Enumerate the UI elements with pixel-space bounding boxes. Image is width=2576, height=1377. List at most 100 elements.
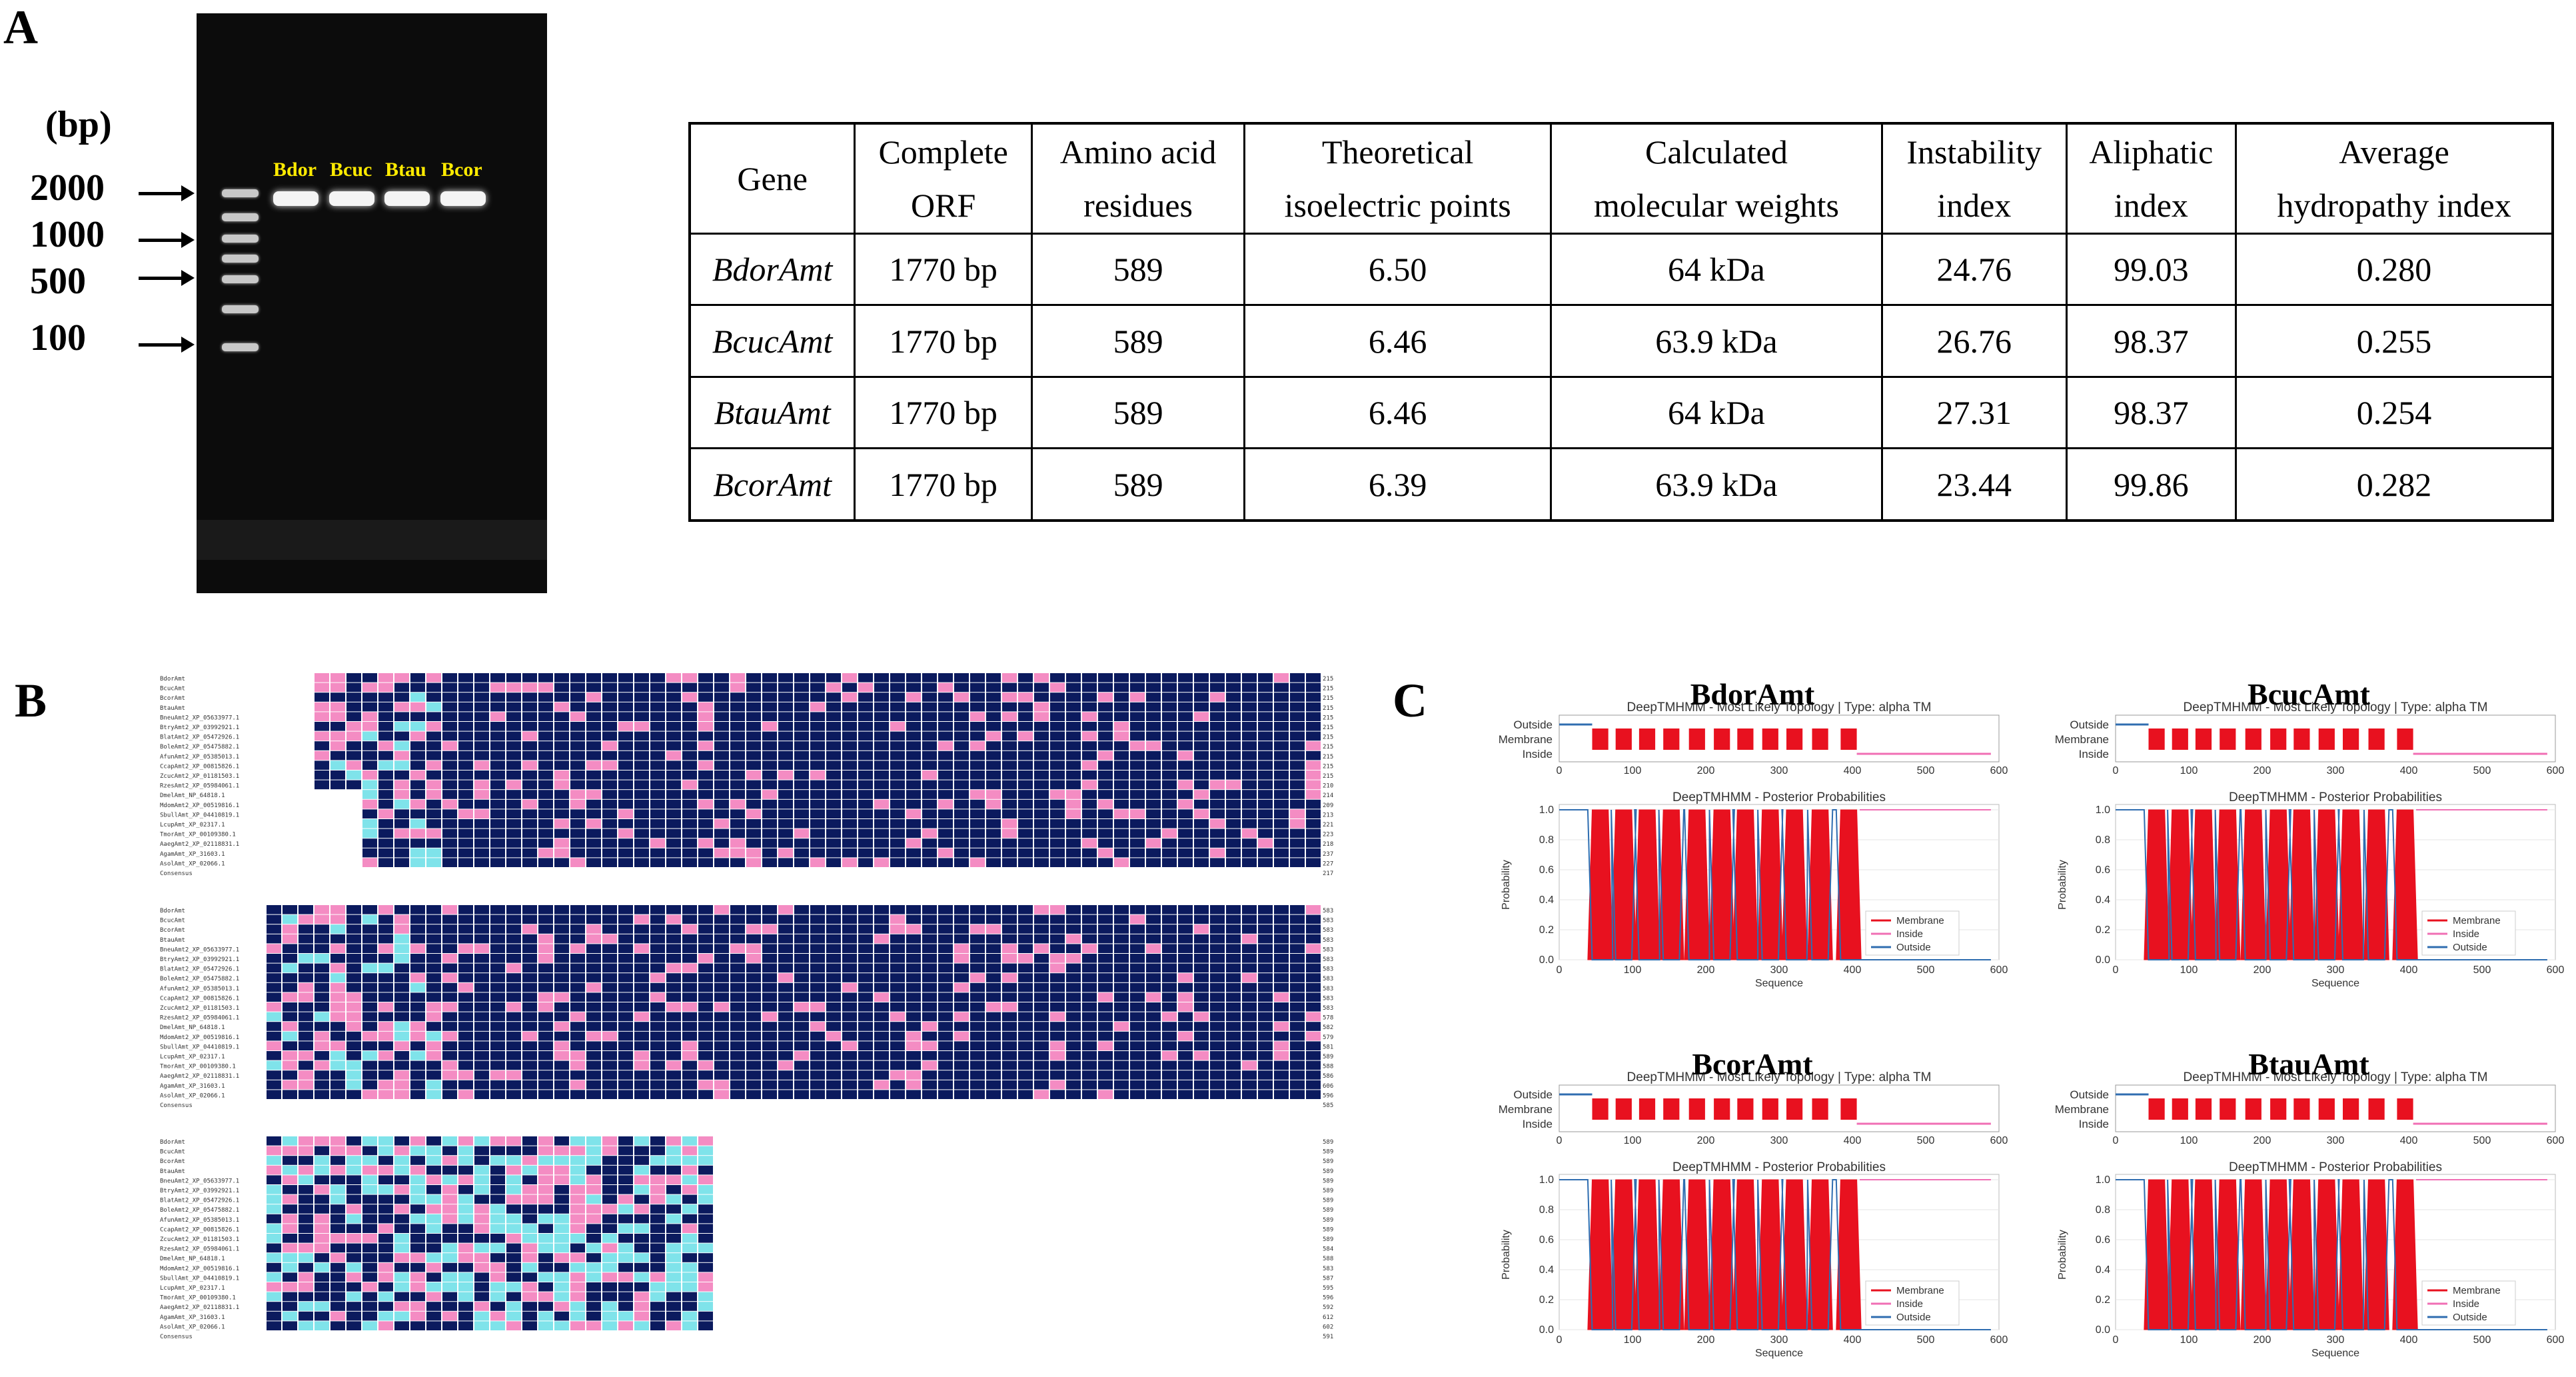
alignment-cell bbox=[970, 858, 985, 867]
alignment-cell bbox=[362, 692, 377, 702]
alignment-cell bbox=[330, 683, 345, 692]
alignment-cell bbox=[1034, 924, 1049, 934]
alignment-cell bbox=[506, 828, 521, 838]
alignment-cell bbox=[474, 1243, 489, 1253]
alignment-cell bbox=[1210, 799, 1225, 809]
alignment-cell bbox=[1002, 828, 1017, 838]
x-tick-label: 300 bbox=[1770, 765, 1788, 776]
alignment-cell bbox=[1210, 1041, 1225, 1050]
alignment-cell bbox=[315, 954, 329, 963]
alignment-cell bbox=[602, 1070, 617, 1080]
alignment-cell bbox=[650, 944, 665, 953]
alignment-cell bbox=[1226, 770, 1241, 780]
alignment-cell bbox=[682, 1292, 697, 1302]
alignment-cell bbox=[442, 992, 457, 1002]
alignment-cell bbox=[410, 1022, 425, 1031]
alignment-cell bbox=[698, 780, 713, 790]
alignment-cell bbox=[602, 1156, 617, 1165]
alignment-cell bbox=[490, 692, 505, 702]
alignment-cell bbox=[1082, 790, 1097, 799]
x-tick-label: 500 bbox=[1917, 1334, 1935, 1346]
alignment-cell bbox=[1098, 848, 1113, 858]
alignment-cell bbox=[698, 1302, 713, 1311]
alignment-cell bbox=[378, 722, 393, 731]
alignment-cell bbox=[410, 1185, 425, 1194]
alignment-cell bbox=[538, 963, 553, 973]
alignment-cell bbox=[1130, 1090, 1145, 1099]
alignment-cell bbox=[538, 1194, 553, 1204]
alignment-cell bbox=[1306, 963, 1321, 973]
alignment-cell bbox=[586, 914, 601, 924]
alignment-cell bbox=[842, 963, 857, 973]
alignment-cell bbox=[842, 673, 857, 683]
alignment-cell bbox=[442, 1146, 457, 1156]
x-tick-label: 0 bbox=[1557, 765, 1563, 776]
alignment-cell bbox=[1130, 770, 1145, 780]
alignment-cell bbox=[890, 973, 905, 982]
alignment-cell bbox=[874, 905, 889, 914]
alignment-cell bbox=[458, 702, 473, 712]
alignment-cell bbox=[954, 838, 969, 848]
alignment-cell bbox=[283, 1204, 297, 1214]
alignment-cell bbox=[362, 1041, 377, 1050]
alignment-cell bbox=[1258, 924, 1273, 934]
alignment-cell bbox=[634, 828, 649, 838]
alignment-cell bbox=[698, 858, 713, 867]
alignment-cell bbox=[890, 924, 905, 934]
alignment-cell bbox=[890, 770, 905, 780]
alignment-cell bbox=[922, 1090, 937, 1099]
alignment-cell bbox=[490, 1321, 505, 1330]
alignment-cell bbox=[410, 1262, 425, 1272]
protein-properties-table: Gene Complete ORF Amino acid residues Theo… bbox=[688, 122, 2554, 522]
alignment-cell bbox=[698, 973, 713, 982]
alignment-cell bbox=[1210, 750, 1225, 760]
alignment-cell bbox=[666, 954, 681, 963]
sequence-end-position: 215 bbox=[1323, 744, 1333, 750]
alignment-cell bbox=[362, 1070, 377, 1080]
alignment-cell bbox=[1178, 1070, 1193, 1080]
arrow-500-icon bbox=[139, 270, 195, 286]
alignment-cell bbox=[1098, 914, 1113, 924]
pcr-band-btau bbox=[384, 191, 430, 206]
alignment-cell bbox=[458, 683, 473, 692]
alignment-cell bbox=[267, 1041, 281, 1050]
alignment-cell bbox=[602, 1243, 617, 1253]
alignment-cell bbox=[538, 1031, 553, 1041]
alignment-cell bbox=[778, 731, 793, 741]
tm-helix bbox=[1688, 728, 1705, 750]
x-tick-label: 500 bbox=[2473, 1334, 2491, 1346]
sequence-end-position: 581 bbox=[1323, 1044, 1333, 1050]
alignment-cell bbox=[682, 673, 697, 683]
alignment-cell bbox=[570, 963, 585, 973]
alignment-cell bbox=[570, 760, 585, 770]
alignment-cell bbox=[1226, 760, 1241, 770]
alignment-cell bbox=[1114, 944, 1129, 953]
alignment-cell bbox=[315, 712, 329, 721]
alignment-cell bbox=[506, 780, 521, 790]
alignment-cell bbox=[730, 992, 745, 1002]
alignment-cell bbox=[1114, 760, 1129, 770]
alignment-cell bbox=[874, 848, 889, 858]
alignment-cell bbox=[410, 1224, 425, 1233]
alignment-cell bbox=[666, 741, 681, 750]
x-tick-label: 0 bbox=[2113, 1334, 2119, 1346]
alignment-cell bbox=[874, 809, 889, 818]
alignment-cell bbox=[1194, 973, 1209, 982]
alignment-cell bbox=[1082, 1090, 1097, 1099]
alignment-cell bbox=[794, 790, 809, 799]
alignment-cell bbox=[1082, 760, 1097, 770]
alignment-cell bbox=[1258, 809, 1273, 818]
alignment-cell bbox=[842, 858, 857, 867]
alignment-cell bbox=[410, 692, 425, 702]
alignment-cell bbox=[346, 741, 361, 750]
alignment-cell bbox=[1178, 1051, 1193, 1060]
alignment-cell bbox=[1210, 1012, 1225, 1022]
alignment-cell bbox=[1034, 1090, 1049, 1099]
alignment-cell bbox=[267, 1194, 281, 1204]
alignment-cell bbox=[522, 905, 537, 914]
alignment-cell bbox=[1194, 905, 1209, 914]
alignment-cell bbox=[1162, 750, 1177, 760]
alignment-cell bbox=[522, 954, 537, 963]
alignment-cell bbox=[1290, 828, 1305, 838]
alignment-cell bbox=[714, 1051, 729, 1060]
